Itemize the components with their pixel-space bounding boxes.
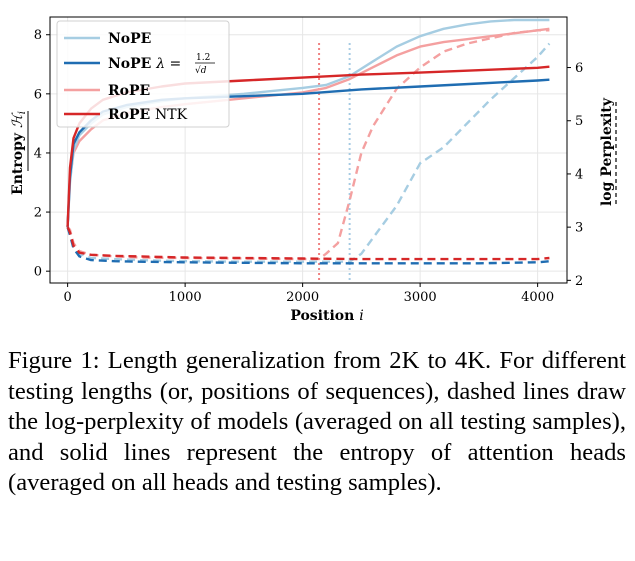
legend: NoPE NoPE λ = 1.2 √d RoPE RoPE NTK xyxy=(56,20,230,128)
svg-text:Entropy ℋi: Entropy ℋi xyxy=(10,111,28,195)
x-tick-label-2: 2000 xyxy=(286,290,319,305)
series-line-7-dashed xyxy=(66,226,550,261)
y-right-tick-label-3: 5 xyxy=(575,114,583,129)
reference-lines xyxy=(318,43,351,283)
x-tick-label-0: 0 xyxy=(63,290,71,305)
svg-text:NoPE λ =: NoPE λ = xyxy=(108,56,181,72)
y-right-tick-label-2: 4 xyxy=(575,167,583,182)
series-line-6-dashed xyxy=(66,29,550,261)
plot-frame xyxy=(49,16,568,284)
y-right-tick-label-1: 3 xyxy=(575,221,583,236)
svg-text:1.2: 1.2 xyxy=(196,53,210,63)
legend-entry-nope: NoPE xyxy=(64,31,151,47)
y-left-tick-label-0: 0 xyxy=(34,265,42,280)
series-line-4-dashed xyxy=(66,42,551,263)
chart: 0 1000 2000 3000 4000 0 2 4 6 8 2 3 4 5 6 Position i E… xyxy=(10,16,617,324)
figure-caption: Figure 1: Length generalization from 2K … xyxy=(8,347,626,496)
y-left-axis-title: Entropy ℋi xyxy=(10,111,29,195)
x-tick-label-1: 1000 xyxy=(169,290,202,305)
legend-entry-nope-lambda: NoPE λ = 1.2 √d xyxy=(64,53,215,76)
svg-text:RoPE: RoPE xyxy=(108,83,150,99)
legend-box xyxy=(56,20,230,128)
y-left-tick-label-2: 4 xyxy=(34,146,42,161)
x-axis-title: Position i xyxy=(290,308,363,324)
series-line-0-solid xyxy=(66,18,550,227)
x-tick-label-4: 4000 xyxy=(521,290,554,305)
svg-text:NoPE: NoPE xyxy=(108,31,151,47)
y-right-tick-label-4: 6 xyxy=(575,61,583,76)
legend-entry-rope-ntk: RoPE NTK xyxy=(64,107,188,123)
svg-text:√d: √d xyxy=(195,65,207,76)
y-left-tick-label-3: 6 xyxy=(34,87,42,102)
y-left-tick-label-4: 8 xyxy=(34,28,42,43)
svg-text:RoPE NTK: RoPE NTK xyxy=(108,107,188,123)
y-left-tick-label-1: 2 xyxy=(34,206,42,221)
svg-text:log Perplexity: log Perplexity xyxy=(599,97,615,206)
legend-entry-rope: RoPE xyxy=(64,83,150,99)
x-tick-label-3: 3000 xyxy=(404,290,437,305)
y-right-axis-title: log Perplexity xyxy=(599,97,617,206)
y-right-tick-label-0: 2 xyxy=(575,274,583,289)
ticks: 0 1000 2000 3000 4000 0 2 4 6 8 2 3 4 5 6 xyxy=(34,28,584,305)
series-line-2-solid xyxy=(66,27,550,227)
series-line-5-dashed xyxy=(66,226,550,265)
